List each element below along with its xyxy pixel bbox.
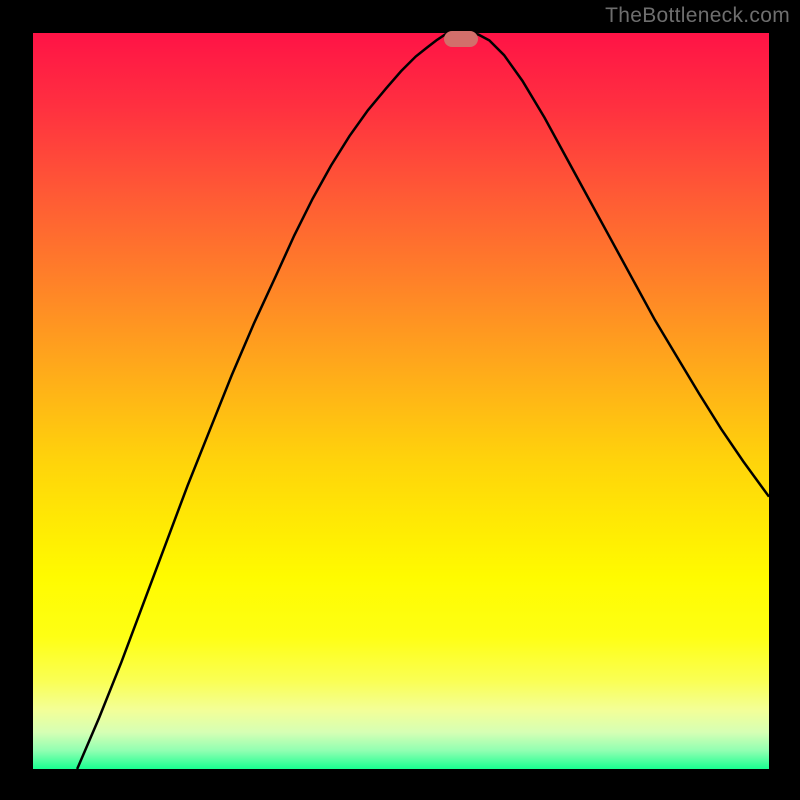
curve-path xyxy=(77,33,769,769)
chart-container: TheBottleneck.com xyxy=(0,0,800,800)
plot-area xyxy=(33,33,769,769)
optimal-marker xyxy=(444,31,478,47)
attribution-label: TheBottleneck.com xyxy=(605,4,790,28)
bottleneck-curve xyxy=(33,33,769,769)
